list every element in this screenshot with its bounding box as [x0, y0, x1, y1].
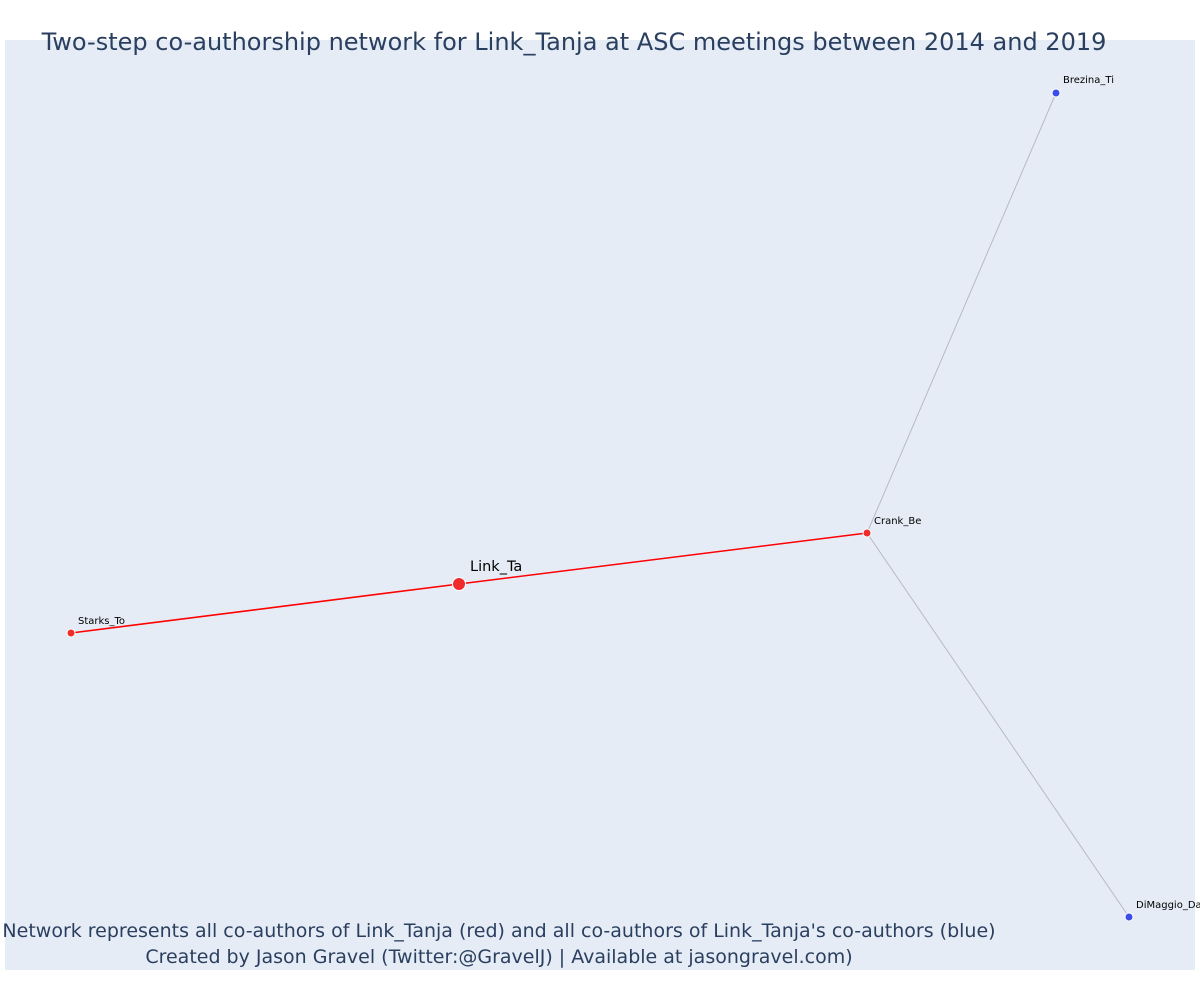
caption-line-2: Created by Jason Gravel (Twitter:@Gravel…	[145, 946, 853, 968]
edge-Crank_Be-Brezina_Ti	[866, 92, 1057, 534]
chart-title: Two-step co-authorship network for Link_…	[41, 28, 1107, 56]
edge-layer	[70, 92, 1130, 918]
edge-Crank_Be-DiMaggio_Da	[866, 532, 1130, 918]
chart-caption: Network represents all co-authors of Lin…	[0, 918, 998, 970]
node-DiMaggio_Da[interactable]	[1124, 912, 1134, 922]
node-Crank_Be[interactable]	[862, 528, 872, 538]
edge-Link_Ta-Crank_Be	[458, 532, 868, 585]
label-layer: Link_Ta Starks_To Crank_Be Brezina_Ti DiMagg…	[78, 75, 1200, 911]
node-Link_Ta[interactable]	[452, 577, 466, 591]
node-label-DiMaggio_Da: DiMaggio_Da	[1136, 900, 1200, 911]
node-label-Link_Ta: Link_Ta	[470, 559, 522, 575]
node-layer	[66, 88, 1134, 922]
edge-Starks_To-Link_Ta	[70, 583, 460, 634]
caption-line-1: Network represents all co-authors of Lin…	[2, 920, 996, 942]
node-label-Crank_Be: Crank_Be	[874, 516, 921, 527]
node-Starks_To[interactable]	[66, 628, 76, 638]
node-Brezina_Ti[interactable]	[1051, 88, 1061, 98]
node-label-Starks_To: Starks_To	[78, 616, 125, 627]
plot-area	[5, 40, 1195, 970]
node-label-Brezina_Ti: Brezina_Ti	[1063, 75, 1114, 86]
